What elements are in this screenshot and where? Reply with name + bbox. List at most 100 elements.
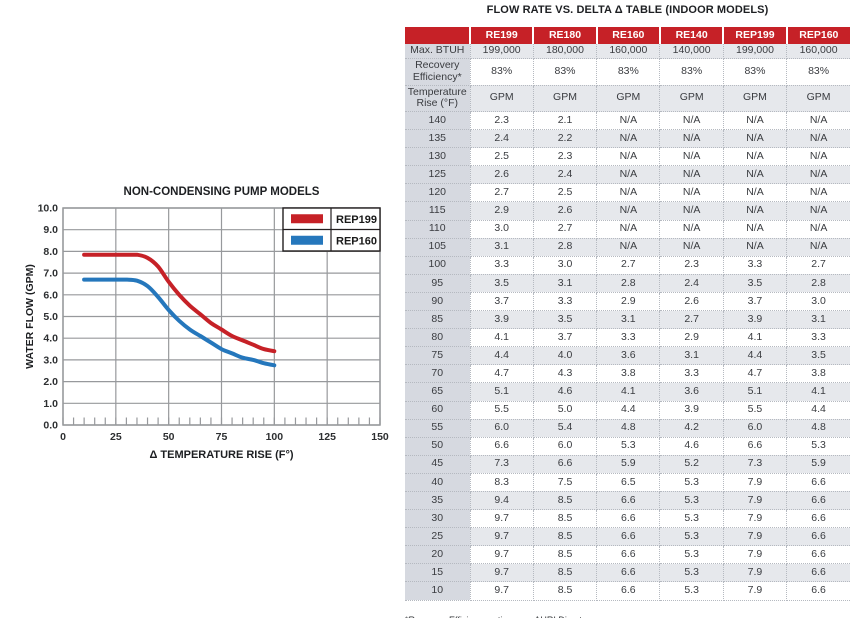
temp-rise-cell: 80 [405, 328, 471, 348]
gpm-cell: 2.8 [596, 274, 661, 293]
gpm-cell: N/A [596, 238, 661, 257]
row-label: Max. BTUH [405, 44, 471, 59]
gpm-cell: 4.3 [533, 364, 598, 384]
gpm-cell: N/A [786, 111, 850, 131]
x-tick-label: 100 [266, 431, 284, 443]
table-row: 60 5.5 5.0 4.4 3.9 5.5 4.4 [405, 401, 850, 420]
temp-rise-cell: 40 [405, 473, 471, 492]
line-chart: NON-CONDENSING PUMP MODELS 10.0 9.0 8.0 7.0 6… [24, 186, 389, 461]
gpm-cell: 3.7 [470, 292, 534, 312]
gpm-cell: N/A [723, 147, 788, 167]
gpm-cell: 6.6 [786, 581, 850, 601]
gpm-cell: 5.3 [659, 545, 724, 565]
gpm-cell: 9.7 [470, 527, 534, 547]
gpm-cell: 4.4 [470, 346, 534, 366]
y-tick-label: 5.0 [43, 311, 58, 323]
gpm-cell: 4.1 [723, 328, 788, 348]
gpm-cell: 3.0 [470, 220, 534, 239]
gpm-cell: 6.6 [470, 437, 534, 456]
temp-rise-cell: 95 [405, 274, 471, 293]
gpm-cell: 2.9 [659, 328, 724, 348]
gpm-cell: 3.1 [596, 310, 661, 330]
gpm-cell: N/A [723, 220, 788, 239]
table-row: 95 3.5 3.1 2.8 2.4 3.5 2.8 [405, 274, 850, 293]
gpm-cell: N/A [723, 201, 788, 221]
gpm-cell: N/A [723, 111, 788, 131]
meta-cell: 140,000 [659, 44, 724, 59]
gpm-cell: 8.3 [470, 473, 534, 492]
gpm-cell: N/A [723, 183, 788, 203]
plot-border [62, 207, 381, 426]
gpm-cell: 8.5 [533, 509, 598, 529]
gpm-cell: 5.5 [470, 401, 534, 420]
gpm-cell: 3.1 [533, 274, 598, 293]
meta-cell: GPM [659, 85, 724, 112]
row-label: Temperature Rise (°F) [405, 85, 471, 112]
meta-cell: 83% [723, 58, 788, 86]
table-row: 65 5.1 4.6 4.1 3.6 5.1 4.1 [405, 382, 850, 402]
temp-rise-cell: 50 [405, 437, 471, 456]
rep199-line [82, 252, 277, 354]
table-row: 75 4.4 4.0 3.6 3.1 4.4 3.5 [405, 346, 850, 366]
y-axis-label: WATER FLOW (GPM) [24, 264, 36, 369]
table-row: 140 2.3 2.1 N/A N/A N/A N/A [405, 111, 850, 131]
gpm-cell: 2.7 [533, 220, 598, 239]
gpm-cell: 8.5 [533, 527, 598, 547]
gpm-cell: 6.6 [786, 545, 850, 565]
meta-cell: 199,000 [723, 44, 788, 59]
gpm-cell: N/A [659, 111, 724, 131]
table-row: 35 9.4 8.5 6.6 5.3 7.9 6.6 [405, 491, 850, 511]
gpm-cell: N/A [659, 238, 724, 257]
gpm-cell: 7.9 [723, 581, 788, 601]
gpm-cell: 4.4 [786, 401, 850, 420]
gpm-cell: 4.7 [723, 364, 788, 384]
gpm-cell: 5.1 [723, 382, 788, 402]
gpm-cell: 9.7 [470, 545, 534, 565]
gpm-cell: 4.1 [786, 382, 850, 402]
gpm-cell: 3.1 [470, 238, 534, 257]
table-row: 105 3.1 2.8 N/A N/A N/A N/A [405, 238, 850, 257]
gpm-cell: 3.3 [533, 292, 598, 312]
temp-rise-cell: 115 [405, 201, 471, 221]
gpm-cell: N/A [786, 238, 850, 257]
temp-rise-cell: 105 [405, 238, 471, 257]
gpm-cell: 3.0 [533, 256, 598, 275]
gpm-cell: 3.7 [723, 292, 788, 312]
temp-rise-cell: 65 [405, 382, 471, 402]
x-tick-label: 125 [318, 431, 336, 443]
column-header: RE199 [470, 27, 535, 44]
gpm-cell: 5.3 [659, 509, 724, 529]
chart-title: NON-CONDENSING PUMP MODELS [124, 186, 320, 198]
gpm-cell: 3.3 [723, 256, 788, 275]
gpm-cell: 3.0 [786, 292, 850, 312]
temp-rise-cell: 70 [405, 364, 471, 384]
gpm-cell: 9.7 [470, 581, 534, 601]
temp-rise-cell: 120 [405, 183, 471, 203]
x-tick-label: 50 [163, 431, 175, 443]
gpm-cell: 5.3 [596, 437, 661, 456]
gpm-cell: 4.0 [533, 346, 598, 366]
gpm-cell: 7.9 [723, 509, 788, 529]
gpm-cell: 3.8 [786, 364, 850, 384]
table-row: 120 2.7 2.5 N/A N/A N/A N/A [405, 183, 850, 203]
gpm-cell: 8.5 [533, 545, 598, 565]
gpm-cell: 6.6 [596, 581, 661, 601]
meta-cell: GPM [723, 85, 788, 112]
meta-cell: GPM [786, 85, 850, 112]
meta-cell: 199,000 [470, 44, 534, 59]
temp-rise-cell: 30 [405, 509, 471, 529]
gpm-cell: 6.6 [786, 509, 850, 529]
gpm-cell: N/A [723, 129, 788, 149]
gpm-cell: 3.9 [470, 310, 534, 330]
gpm-cell: N/A [596, 129, 661, 149]
gpm-cell: 2.7 [659, 310, 724, 330]
gpm-cell: N/A [659, 201, 724, 221]
table-row: 130 2.5 2.3 N/A N/A N/A N/A [405, 147, 850, 167]
gpm-cell: 7.5 [533, 473, 598, 492]
pump-models-chart: NON-CONDENSING PUMP MODELS 10.0 9.0 8.0 7.0 6… [20, 181, 395, 477]
table-row: 20 9.7 8.5 6.6 5.3 7.9 6.6 [405, 545, 850, 565]
table-row: 70 4.7 4.3 3.8 3.3 4.7 3.8 [405, 364, 850, 384]
gpm-cell: 3.6 [659, 382, 724, 402]
table-row: 125 2.6 2.4 N/A N/A N/A N/A [405, 165, 850, 185]
table-row: 115 2.9 2.6 N/A N/A N/A N/A [405, 201, 850, 221]
